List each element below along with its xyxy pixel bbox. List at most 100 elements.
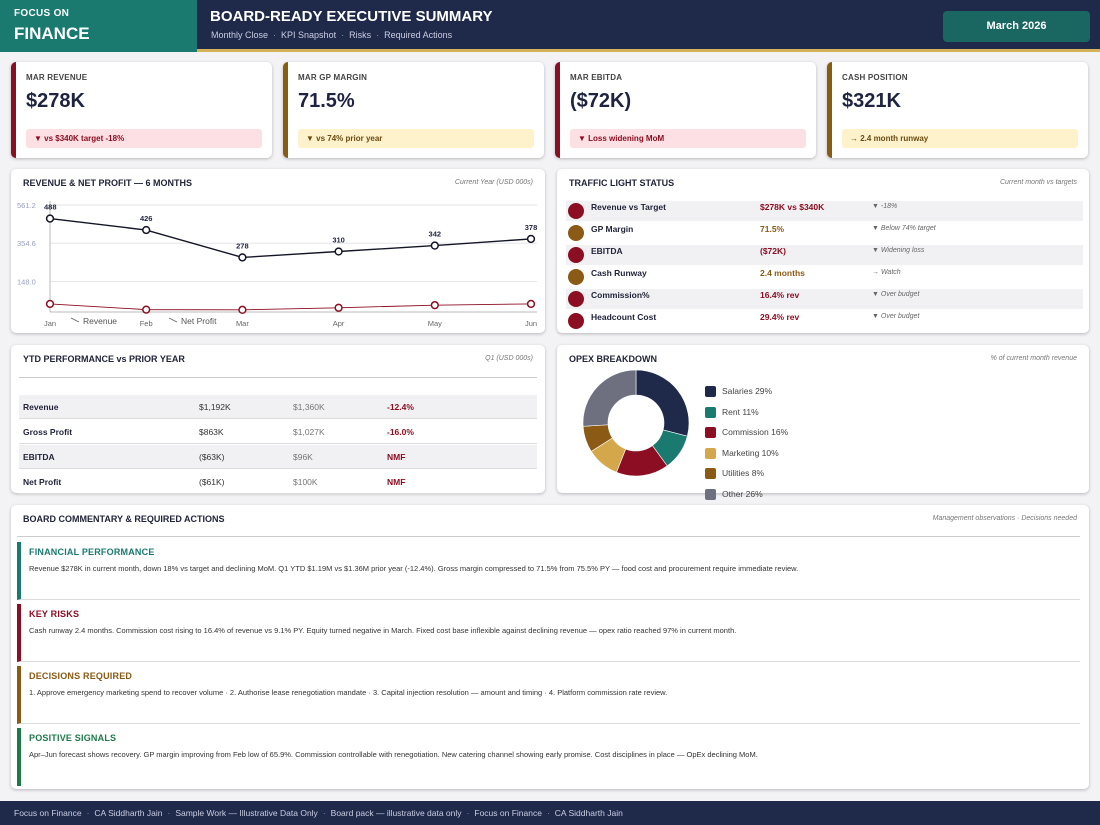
kpi-value: $321K bbox=[842, 90, 901, 112]
nav-item-kpi-snapshot[interactable]: KPI Snapshot bbox=[281, 30, 337, 40]
ytd-prior: $100K bbox=[293, 477, 318, 487]
status-light-icon bbox=[568, 313, 584, 329]
commentary-block: DECISIONS REQUIRED 1. Approve emergency m… bbox=[17, 666, 1080, 724]
legend-swatch-icon bbox=[705, 447, 716, 459]
status-metric: Cash Runway bbox=[591, 268, 647, 278]
legend-swatch-icon bbox=[705, 468, 716, 479]
data-point bbox=[142, 225, 151, 235]
footer-separator: · bbox=[86, 808, 90, 818]
status-row: Commission% 16.4% rev ▼ Over budget bbox=[566, 289, 1083, 309]
status-trend: ▼ Over budget bbox=[872, 291, 920, 298]
ytd-change: -12.4% bbox=[387, 402, 414, 412]
footer-item: Focus on Finance bbox=[14, 808, 82, 818]
legend-swatch-icon bbox=[705, 427, 716, 438]
nav-item-monthly-close[interactable]: Monthly Close bbox=[211, 30, 269, 40]
data-point bbox=[142, 305, 151, 314]
status-metric: EBITDA bbox=[591, 246, 623, 256]
legend-label: Revenue bbox=[83, 316, 117, 326]
status-value: 71.5% bbox=[760, 224, 785, 234]
footer-separator: · bbox=[322, 808, 326, 818]
data-point bbox=[430, 241, 439, 250]
legend-marker bbox=[70, 317, 80, 323]
nav-item-risks[interactable]: Risks bbox=[349, 30, 372, 40]
nav-separator: · bbox=[376, 30, 380, 40]
data-point bbox=[334, 247, 343, 256]
footer-item: CA Siddharth Jain bbox=[554, 808, 623, 818]
kpi-badge: ▼ vs $340K target -18% bbox=[26, 129, 262, 148]
legend-swatch-icon bbox=[705, 386, 716, 397]
commentary-body: Cash runway 2.4 months. Commission cost … bbox=[29, 626, 737, 635]
kpi-label: CASH POSITION bbox=[842, 73, 908, 82]
kpi-card-gp-margin: MAR GP MARGIN 71.5% ▼ vs 74% prior year bbox=[283, 62, 544, 158]
status-row: Revenue vs Target $278K vs $340K ▼ -18% bbox=[566, 201, 1083, 221]
ytd-panel: YTD PERFORMANCE vs PRIOR YEAR Q1 (USD 00… bbox=[11, 345, 545, 494]
data-label: 278 bbox=[236, 241, 249, 250]
brand-tagline: FOCUS ON bbox=[14, 8, 70, 19]
status-row: EBITDA ($72K) ▼ Widening loss bbox=[566, 245, 1083, 265]
commentary-note: Management observations · Decisions need… bbox=[932, 515, 1077, 522]
nav-separator: · bbox=[273, 30, 277, 40]
page-title: BOARD-READY EXECUTIVE SUMMARY bbox=[210, 8, 493, 25]
brand-block: FOCUS ON FINANCE bbox=[0, 0, 197, 52]
status-metric: Commission% bbox=[591, 290, 650, 300]
series-line-revenue bbox=[49, 217, 532, 259]
kpi-badge: ▼ Loss widening MoM bbox=[570, 129, 806, 148]
ytd-table-row: Revenue $1,192K $1,360K -12.4% bbox=[19, 395, 537, 419]
footer-item: Focus on Finance bbox=[474, 808, 542, 818]
footer: Focus on Finance · CA Siddharth Jain · Sampl… bbox=[0, 801, 1100, 825]
x-tick-label: Jan bbox=[44, 319, 56, 328]
ytd-table-row: EBITDA ($63K) $96K NMF bbox=[19, 445, 537, 469]
kpi-badge: ▼ vs 74% prior year bbox=[298, 129, 534, 148]
x-tick-label: Feb bbox=[140, 319, 153, 328]
status-value: 29.4% rev bbox=[760, 312, 800, 322]
data-label: 488 bbox=[44, 203, 57, 212]
kpi-card-revenue: MAR REVENUE $278K ▼ vs $340K target -18% bbox=[11, 62, 272, 158]
kpi-card-ebitda: MAR EBITDA ($72K) ▼ Loss widening MoM bbox=[555, 62, 816, 158]
ytd-table-row: Net Profit ($61K) $100K NMF bbox=[19, 470, 537, 494]
ytd-prior: $96K bbox=[293, 452, 313, 462]
legend-label: Other 26% bbox=[722, 488, 763, 499]
commentary-body: Apr–Jun forecast shows recovery. GP marg… bbox=[29, 750, 758, 759]
kpi-label: MAR REVENUE bbox=[26, 73, 88, 82]
commentary-panel: BOARD COMMENTARY & REQUIRED ACTIONS Mana… bbox=[11, 505, 1089, 789]
series-line-net-profit bbox=[49, 303, 532, 311]
x-tick-label: Jun bbox=[525, 319, 537, 328]
kpi-label: MAR GP MARGIN bbox=[298, 73, 368, 82]
status-value: $278K vs $340K bbox=[760, 202, 825, 212]
status-trend: ▼ Below 74% target bbox=[872, 225, 936, 232]
footer-separator: · bbox=[466, 808, 470, 818]
data-point bbox=[45, 214, 55, 223]
donut-slice bbox=[582, 369, 637, 427]
ytd-change: NMF bbox=[387, 452, 406, 462]
data-label: 426 bbox=[140, 214, 153, 223]
status-metric: GP Margin bbox=[591, 224, 634, 234]
commentary-heading: DECISIONS REQUIRED bbox=[29, 671, 133, 681]
opex-note: % of current month revenue bbox=[990, 355, 1077, 362]
y-tick-label: 561.2 bbox=[17, 201, 36, 210]
nav-item-required-actions[interactable]: Required Actions bbox=[384, 30, 453, 40]
legend-swatch-icon bbox=[705, 488, 716, 500]
legend-label: Net Profit bbox=[181, 316, 217, 326]
commentary-title: BOARD COMMENTARY & REQUIRED ACTIONS bbox=[23, 514, 225, 524]
status-light-icon bbox=[568, 203, 584, 219]
legend-label: Rent 11% bbox=[722, 406, 759, 417]
opex-panel: OPEX BREAKDOWN % of current month revenu… bbox=[557, 345, 1089, 500]
status-light-icon bbox=[568, 269, 584, 285]
status-row: Headcount Cost 29.4% rev ▼ Over budget bbox=[566, 311, 1083, 331]
ytd-actual: ($63K) bbox=[199, 452, 225, 462]
ytd-metric: Revenue bbox=[23, 402, 59, 412]
kpi-value: $278K bbox=[26, 90, 85, 112]
kpi-card-cash-position: CASH POSITION $321K → 2.4 month runway bbox=[827, 62, 1088, 158]
status-value: ($72K) bbox=[760, 246, 786, 256]
header-nav: Monthly Close · KPI Snapshot · Risks · Require… bbox=[211, 30, 452, 40]
data-label: 310 bbox=[332, 236, 345, 245]
status-trend: ▼ -18% bbox=[872, 203, 898, 210]
data-point bbox=[334, 303, 343, 312]
ytd-prior: $1,360K bbox=[293, 402, 325, 412]
commentary-body: 1. Approve emergency marketing spend to … bbox=[29, 688, 668, 697]
commentary-block: FINANCIAL PERFORMANCE Revenue $278K in cu… bbox=[17, 542, 1080, 600]
data-point bbox=[238, 305, 247, 314]
commentary-heading: POSITIVE SIGNALS bbox=[29, 733, 117, 743]
period-button[interactable]: March 2026 bbox=[943, 11, 1090, 42]
revenue-chart-note: Current Year (USD 000s) bbox=[454, 179, 533, 186]
